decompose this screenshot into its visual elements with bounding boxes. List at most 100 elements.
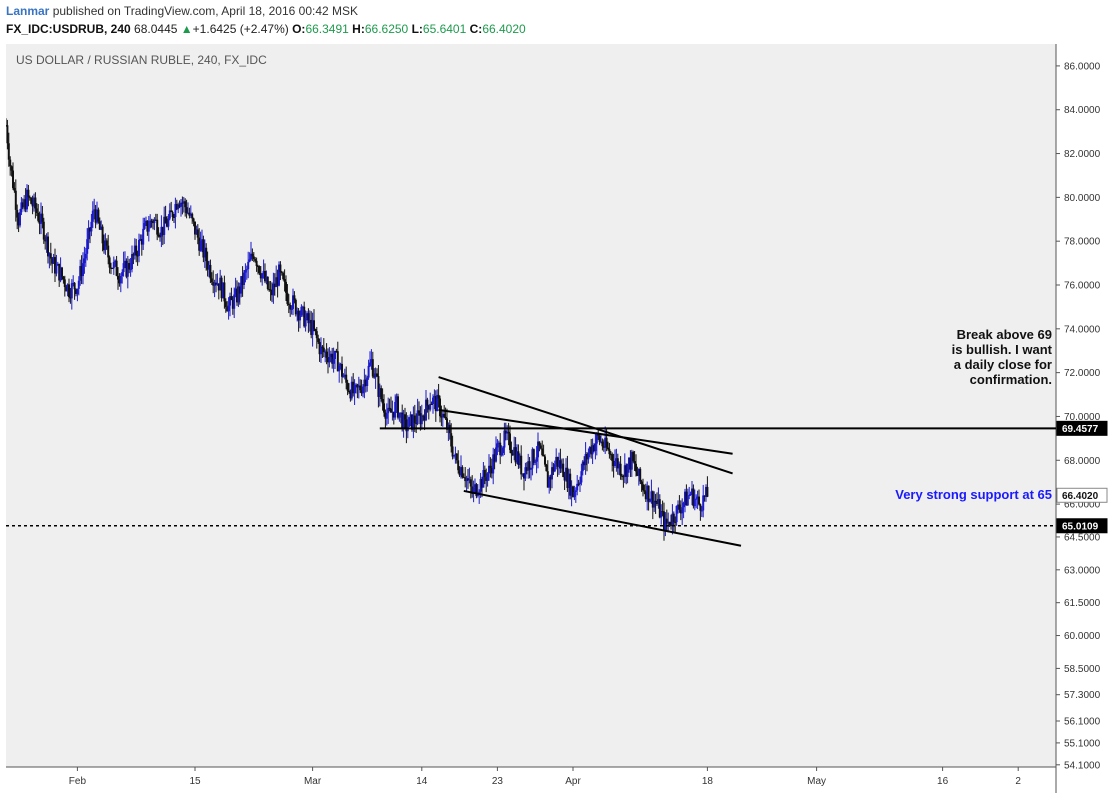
candle-body (286, 292, 289, 304)
candle-body (492, 454, 495, 474)
candle-body (444, 416, 447, 419)
candle-body (632, 451, 635, 462)
candle-body (485, 477, 488, 481)
candle-body (649, 499, 651, 502)
candle-body (467, 478, 469, 481)
candle-body (622, 476, 625, 478)
candle-body (640, 481, 643, 485)
candle-body (254, 259, 257, 261)
candle-body (150, 220, 153, 222)
price-tick-label: 64.5000 (1064, 532, 1101, 543)
candle-body (387, 407, 390, 414)
candle-body (565, 467, 567, 481)
candle-body (234, 288, 237, 295)
candle-body (251, 253, 254, 257)
candle-body (17, 217, 20, 226)
candle-body (66, 284, 69, 292)
annotations: Break above 69 is bullish. I want a dail… (895, 327, 1052, 502)
candle-body (594, 443, 597, 451)
chart-header: Lanmar published on TradingView.com, Apr… (0, 0, 1116, 44)
chart-container[interactable]: US DOLLAR / RUSSIAN RUBLE, 240, FX_IDC 8… (6, 44, 1116, 793)
candle-body (89, 227, 91, 232)
candle-body (538, 441, 541, 446)
high-value: 66.6250 (364, 22, 409, 36)
candle-body (616, 458, 619, 469)
candle-body (411, 414, 413, 430)
plot-background[interactable] (6, 44, 1056, 767)
candle-body (454, 453, 457, 456)
price-chart[interactable]: US DOLLAR / RUSSIAN RUBLE, 240, FX_IDC 8… (6, 44, 1116, 793)
candle-body (357, 385, 360, 388)
candle-body (223, 282, 226, 302)
candle-body (149, 220, 152, 228)
candle-body (33, 197, 35, 207)
candle-body (674, 521, 677, 523)
candle-body (695, 498, 698, 500)
candle-body (577, 483, 580, 485)
candle-body (259, 273, 262, 279)
candle-body (152, 221, 154, 224)
candle-body (220, 277, 223, 299)
time-tick-label: Mar (304, 776, 322, 787)
candle-body (605, 437, 608, 448)
candle-body (647, 485, 650, 502)
candle-body (688, 495, 691, 497)
trendline[interactable] (438, 376, 733, 475)
candle-body (140, 239, 143, 245)
candle-body (597, 434, 600, 436)
candle-body (446, 418, 448, 430)
candle-body (90, 221, 93, 232)
candle-body (34, 197, 37, 209)
candle-body (301, 306, 304, 308)
price-tick-label: 68.0000 (1064, 456, 1101, 467)
candle-body (373, 376, 376, 378)
author-name[interactable]: Lanmar (6, 4, 50, 18)
candle-body (170, 210, 173, 213)
candle-body (37, 212, 40, 221)
candle-body (684, 491, 686, 503)
candle-body (247, 261, 250, 270)
symbol-label[interactable]: FX_IDC:USDRUB, 240 (6, 22, 131, 36)
candle-body (562, 463, 565, 478)
candle-body (346, 382, 349, 391)
candle-body (447, 424, 450, 430)
candle-body (661, 511, 664, 513)
candle-body (348, 390, 350, 393)
candle-body (329, 353, 332, 358)
candle-body (544, 456, 546, 465)
candle-body (268, 288, 271, 290)
candle-body (586, 453, 588, 460)
price-tick-label: 70.0000 (1064, 412, 1101, 423)
candle-body (534, 461, 537, 463)
candle-body (292, 295, 294, 309)
price-axis-background[interactable] (1056, 44, 1116, 793)
candle-body (303, 306, 306, 327)
candle-body (506, 431, 509, 434)
price-tick-label: 57.3000 (1064, 690, 1101, 701)
candle-body (353, 384, 356, 394)
candle-body (19, 212, 21, 226)
candle-body (203, 247, 206, 258)
candle-body (573, 491, 576, 497)
candle-body (618, 463, 621, 469)
candle-body (35, 208, 38, 213)
trendline[interactable] (438, 408, 733, 455)
candle-body (145, 220, 147, 224)
candle-body (163, 216, 166, 235)
candle-body (369, 362, 371, 366)
price-tick-label: 72.0000 (1064, 368, 1101, 379)
candle-body (139, 239, 142, 241)
candle-body (685, 491, 688, 506)
candle-body (322, 347, 325, 353)
trendline[interactable] (463, 489, 742, 547)
candle-body (472, 487, 475, 494)
candle-body (535, 457, 538, 462)
candle-body (401, 412, 404, 430)
candle-body (262, 270, 265, 274)
candle-body (307, 313, 310, 324)
price-badge-label: 66.4020 (1062, 491, 1099, 502)
candle-body (532, 449, 535, 463)
time-axis-background[interactable] (6, 767, 1056, 793)
candle-body (185, 207, 188, 214)
candle-body (660, 511, 663, 518)
